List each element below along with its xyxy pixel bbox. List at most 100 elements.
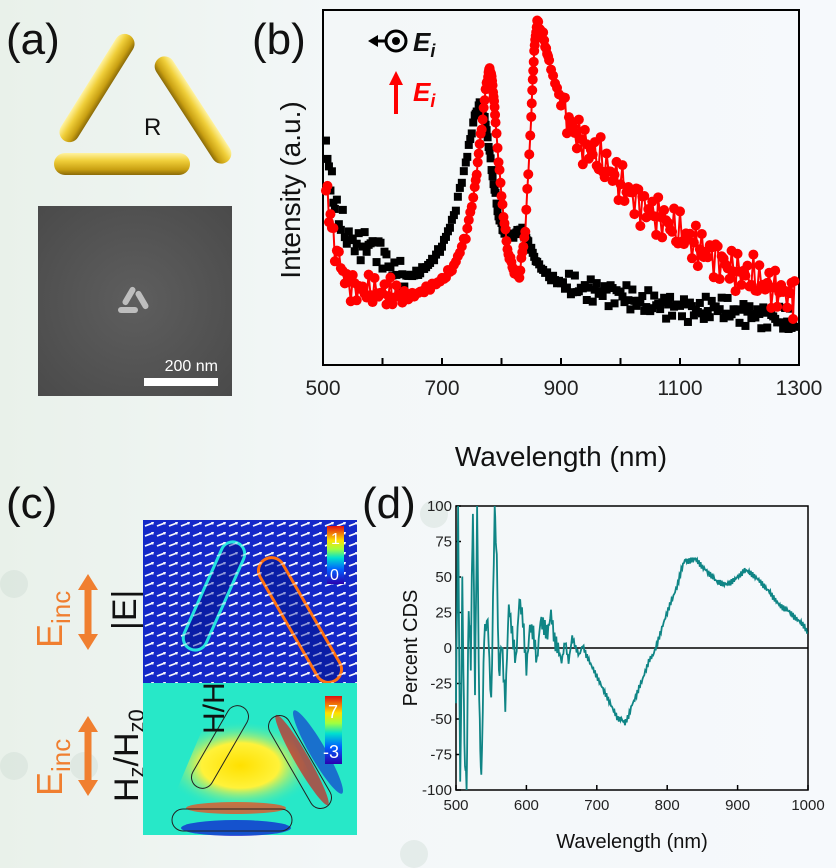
chart-b-point	[559, 92, 570, 103]
chart-b-point	[351, 295, 362, 306]
chart-b-point	[696, 228, 707, 239]
chart-b-point	[624, 296, 633, 305]
chart-b-point	[492, 142, 503, 153]
chart-d-ytick-label: -75	[430, 747, 452, 764]
chart-d-ytick-label: 0	[444, 640, 452, 657]
chart-b-point	[619, 195, 630, 206]
chart-b-point	[524, 149, 535, 160]
chart-b-point	[596, 287, 605, 296]
chart-b-point	[493, 157, 504, 168]
chart-b-point	[460, 234, 471, 245]
chart-b-point	[350, 247, 359, 256]
chart-b-point	[697, 309, 706, 318]
chart-b-point	[527, 243, 536, 252]
chart-b-point	[461, 158, 470, 167]
chart-b-point	[735, 318, 744, 327]
scale-bar-label: 200 nm	[164, 358, 218, 375]
chart-b-point	[548, 70, 559, 81]
chart-b-point	[543, 268, 552, 277]
chart-b-point	[416, 269, 425, 278]
chart-b-point	[486, 154, 495, 163]
panel-c-field-maps: Einc |E| 1 0 Einc Hz/Hz0	[29, 520, 357, 836]
chart-b-point	[469, 118, 478, 127]
legend-red-label: Ei	[413, 77, 436, 111]
chart-b-point	[385, 272, 396, 283]
chart-b-point	[491, 128, 502, 139]
chart-b-point	[453, 192, 462, 201]
chart-b-point	[692, 261, 703, 272]
e-field-magnitude-label: |E|	[106, 590, 144, 630]
gap-label-r: R	[144, 114, 161, 141]
chart-b-point	[759, 303, 768, 312]
chart-b-point	[615, 179, 626, 190]
chart-b-point	[390, 258, 399, 267]
chart-b-point	[616, 287, 625, 296]
chart-b-ylabel: Intensity (a.u.)	[275, 101, 306, 278]
chart-b-point	[675, 206, 685, 217]
chart-b-point	[396, 256, 405, 265]
chart-b-point	[558, 278, 567, 287]
chart-b-point	[684, 228, 695, 239]
chart-b-point	[379, 279, 390, 290]
chart-b-point	[466, 201, 477, 212]
panel-label-d: (d)	[362, 479, 416, 528]
chart-b-point	[526, 98, 537, 109]
chart-b-point	[705, 313, 714, 322]
chart-d-cds-line	[455, 505, 808, 791]
chart-b-xtick-label: 500	[305, 377, 340, 400]
chart-b-point	[457, 178, 466, 187]
chart-b-point	[638, 292, 647, 301]
chart-b-point	[340, 233, 349, 242]
chart-b-point	[496, 191, 507, 202]
chart-b-point	[748, 249, 759, 260]
chart-b-point	[474, 138, 485, 149]
chart-b-point	[772, 301, 783, 312]
chart-b-point	[501, 236, 512, 247]
chart-b-point	[530, 252, 539, 261]
chart-b-point	[464, 140, 473, 149]
chart-b-point	[754, 260, 765, 271]
incident-field-label-top: Einc	[29, 591, 76, 648]
chart-b-point	[587, 149, 598, 160]
chart-b-point	[650, 291, 659, 300]
chart-b-point	[789, 276, 800, 287]
chart-b-xtick-label: 700	[424, 377, 459, 400]
chart-b-point	[618, 292, 627, 301]
chart-b-point	[327, 167, 336, 176]
chart-b-point	[677, 312, 686, 321]
chart-b-point	[525, 130, 536, 141]
chart-b-point	[622, 281, 631, 290]
chart-b-point	[658, 298, 667, 307]
chart-b-scattering-spectra: 500 700 900 1100 1300 Wavelength (nm) Intens…	[275, 9, 822, 472]
chart-b-point	[657, 232, 668, 243]
chart-b-point	[683, 317, 692, 326]
chart-b-point	[676, 301, 684, 310]
chart-b-point	[528, 248, 537, 257]
hz-field-colorbar: 7 -3	[323, 696, 342, 764]
chart-b-point	[783, 317, 792, 326]
chart-b-point	[723, 293, 732, 302]
chart-b-point	[493, 207, 502, 216]
chart-b-point	[495, 177, 506, 188]
chart-d-xtick-label: 700	[584, 797, 609, 814]
incident-field-arrow-top	[78, 574, 98, 650]
background-dot	[70, 752, 98, 780]
chart-b-point	[436, 247, 445, 256]
chart-b-series-red	[320, 15, 800, 324]
chart-b-point	[753, 305, 762, 314]
chart-b-point	[487, 166, 496, 175]
chart-b-xlabel: Wavelength (nm)	[455, 441, 667, 472]
chart-b-point	[660, 293, 669, 302]
chart-b-point	[430, 256, 439, 265]
gold-nanorod-bottom	[54, 153, 190, 175]
chart-b-point	[478, 102, 489, 113]
chart-b-point	[701, 292, 710, 301]
chart-b-point	[348, 234, 357, 243]
chart-b-point	[497, 199, 508, 210]
chart-b-point	[336, 225, 345, 234]
chart-b-point	[515, 265, 526, 276]
chart-b-legend: Ei Ei	[368, 27, 436, 114]
chart-b-point	[488, 172, 497, 181]
in-plane-polarization-arrow-icon	[389, 71, 403, 114]
chart-b-point	[598, 291, 607, 300]
